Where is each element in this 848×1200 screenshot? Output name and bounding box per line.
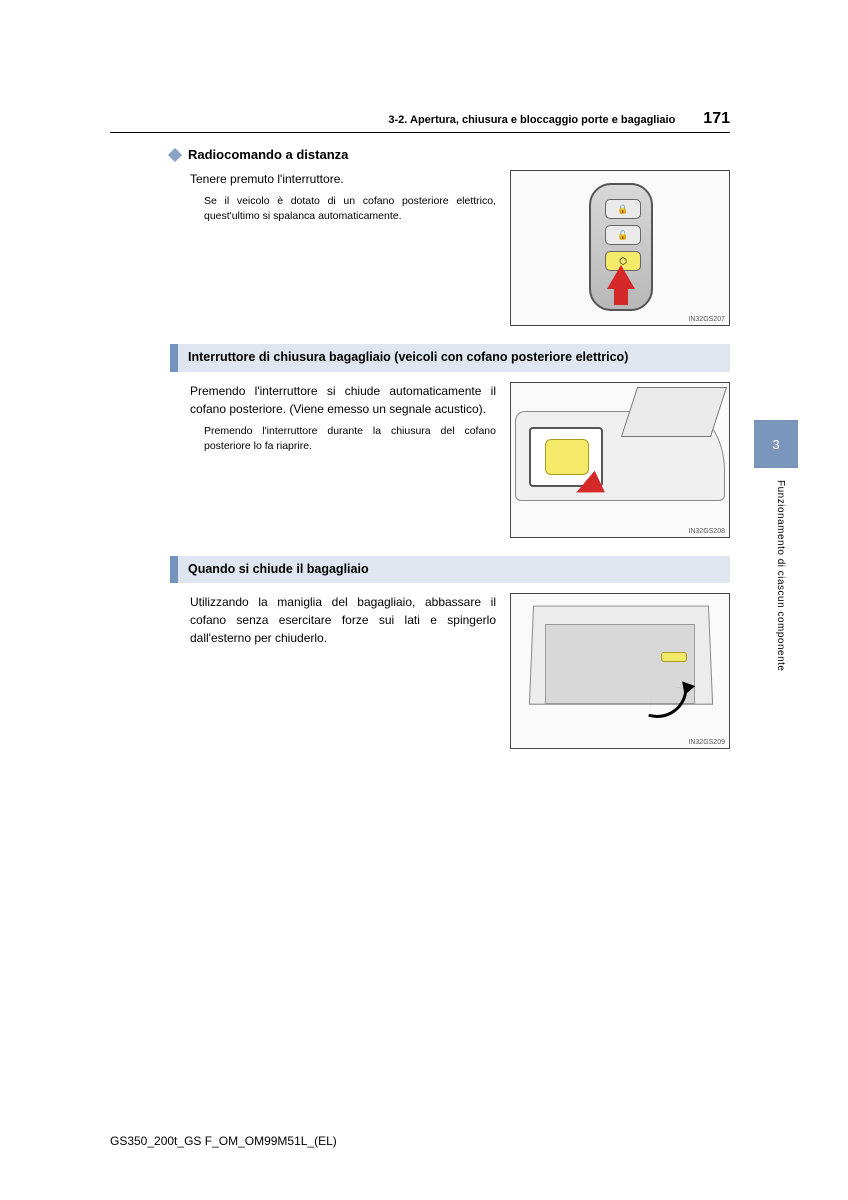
chapter-title-vertical: Funzionamento di ciascun componente <box>775 480 786 672</box>
arrow-stem-icon <box>614 287 628 305</box>
bar-accent <box>170 556 178 584</box>
secondary-text: Se il veicolo è dotato di un cofano post… <box>204 194 496 224</box>
bar-title: Quando si chiude il bagagliaio <box>178 556 730 584</box>
bar-accent <box>170 344 178 372</box>
illustration-keyfob: 🔒 🔓 ⬡ IN32GS207 <box>510 170 730 326</box>
lock-button-icon: 🔒 <box>605 199 641 219</box>
document-footer: GS350_200t_GS F_OM_OM99M51L_(EL) <box>110 1134 337 1148</box>
subheading-remote: Radiocomando a distanza <box>170 147 730 162</box>
text-column: Tenere premuto l'interruttore. Se il vei… <box>190 170 496 326</box>
trunk-scene-icon <box>511 383 729 537</box>
secondary-text: Premendo l'interruttore durante la chius… <box>204 424 496 454</box>
content-switch: Premendo l'interruttore si chiude automa… <box>190 382 730 538</box>
section-bar-switch: Interruttore di chiusura bagagliaio (vei… <box>170 344 730 372</box>
trunk-handle-icon <box>661 652 687 662</box>
text-column: Premendo l'interruttore si chiude automa… <box>190 382 496 538</box>
illustration-close-trunk: IN32GS209 <box>510 593 730 749</box>
content-remote: Tenere premuto l'interruttore. Se il vei… <box>190 170 730 326</box>
page-number: 171 <box>703 110 730 128</box>
image-code: IN32GS209 <box>688 739 725 746</box>
chapter-number: 3 <box>772 437 779 452</box>
content-close: Utilizzando la maniglia del bagagliaio, … <box>190 593 730 749</box>
trunk-lid-icon <box>621 387 727 437</box>
diamond-icon <box>168 147 182 161</box>
page-header: 3-2. Apertura, chiusura e bloccaggio por… <box>110 110 730 133</box>
section-label: 3-2. Apertura, chiusura e bloccaggio por… <box>388 114 675 126</box>
image-code: IN32GS208 <box>688 528 725 535</box>
arrow-up-icon <box>607 265 635 289</box>
chapter-tab: 3 <box>754 420 798 468</box>
unlock-button-icon: 🔓 <box>605 225 641 245</box>
primary-text: Premendo l'interruttore si chiude automa… <box>190 382 496 418</box>
section-bar-close: Quando si chiude il bagagliaio <box>170 556 730 584</box>
primary-text: Tenere premuto l'interruttore. <box>190 170 496 188</box>
trunk-switch-icon <box>545 439 589 475</box>
bar-title: Interruttore di chiusura bagagliaio (vei… <box>178 344 730 372</box>
text-column: Utilizzando la maniglia del bagagliaio, … <box>190 593 496 749</box>
trunk-scene-icon <box>511 594 729 748</box>
subheading-text: Radiocomando a distanza <box>188 147 348 162</box>
image-code: IN32GS207 <box>688 316 725 323</box>
illustration-trunk-switch: IN32GS208 <box>510 382 730 538</box>
primary-text: Utilizzando la maniglia del bagagliaio, … <box>190 593 496 647</box>
page-content: 3-2. Apertura, chiusura e bloccaggio por… <box>110 110 730 767</box>
